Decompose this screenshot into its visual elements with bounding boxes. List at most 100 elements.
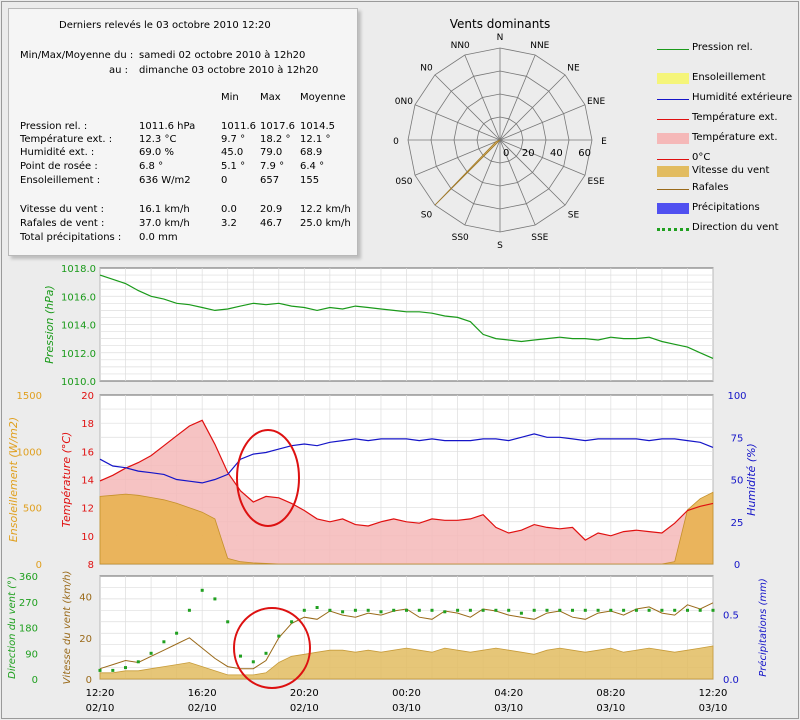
summary-row-max: 1017.6 — [260, 121, 295, 132]
summary-row-current: 1011.6 hPa — [139, 121, 196, 132]
summary-row-current: 37.0 km/h — [139, 218, 190, 229]
legend-swatch — [657, 166, 689, 177]
humidity-tick-label: 25 — [731, 518, 744, 529]
legend-label: Ensoleillement — [692, 72, 766, 83]
rose-direction-label: NE — [567, 64, 580, 74]
range-value-to: dimanche 03 octobre 2010 à 12h20 — [139, 65, 319, 76]
speed-tick-label: 0 — [86, 675, 92, 686]
wind-direction-point — [392, 608, 396, 612]
rose-direction-label: ESE — [588, 177, 605, 187]
rose-spoke — [464, 54, 501, 141]
summary-row-current: 6.8 ° — [139, 161, 164, 172]
wind-direction-point — [545, 608, 549, 612]
wind-direction-point — [456, 608, 460, 612]
solar-area — [99, 491, 714, 565]
direction-tick-label: 360 — [19, 572, 38, 583]
wind-direction-point — [686, 608, 689, 612]
direction-tick-label: 0 — [32, 675, 38, 686]
temperature-tick-label: 8 — [88, 560, 94, 571]
x-tick-time: 12:20 — [86, 688, 115, 699]
summary-row-current: 636 W/m2 — [139, 175, 191, 186]
wind-direction-point — [353, 608, 357, 612]
x-tick-date: 02/10 — [188, 703, 217, 714]
temperature-tick-label: 10 — [81, 532, 94, 543]
wind-direction-point — [226, 620, 230, 624]
direction-tick-label: 180 — [19, 624, 38, 635]
timeseries-charts: 1010.0 1012.0 1014.0 1016.0 1018.0 Pression (… — [7, 264, 769, 714]
solar-tick-label: 0 — [36, 560, 42, 571]
wind-direction-point — [124, 666, 127, 670]
wind-direction-point — [290, 620, 294, 624]
rose-spoke — [499, 139, 566, 206]
x-tick-time: 08:20 — [596, 688, 625, 699]
wind-direction-point — [379, 610, 383, 614]
pressure-tick-label: 1018.0 — [61, 264, 96, 275]
wind-direction-point — [136, 660, 140, 664]
rose-spoke — [414, 104, 501, 141]
summary-row-current: 0.0 mm — [139, 232, 178, 243]
summary-row-max: 18.2 ° — [260, 134, 291, 145]
direction-axis-label: Direction du vent (°) — [7, 576, 18, 679]
legend-label: Humidité extérieure — [692, 92, 793, 103]
legend-label: Vitesse du vent — [692, 165, 770, 176]
legend-swatch — [657, 189, 689, 190]
legend-swatch — [657, 119, 689, 120]
wind-direction-point — [622, 608, 626, 612]
wind-direction-point — [162, 640, 166, 644]
humidity-tick-label: 0 — [734, 560, 740, 571]
rose-spoke — [499, 54, 536, 141]
legend-swatch — [657, 133, 689, 144]
rose-ring-label: 40 — [550, 148, 563, 159]
summary-row-min: 1011.6 — [221, 121, 256, 132]
temperature-axis-label: Température (°C) — [60, 432, 73, 528]
pressure-tick-label: 1016.0 — [61, 292, 96, 303]
summary-title: Derniers relevés le 03 octobre 2010 12:2… — [59, 20, 271, 31]
legend-label: Rafales — [692, 182, 729, 193]
rose-spoke — [499, 104, 586, 141]
rose-spoke — [414, 139, 501, 176]
summary-row-avg: 12.1 ° — [300, 134, 331, 145]
legend-label: Direction du vent — [692, 222, 779, 233]
rose-direction-label: SE — [568, 211, 580, 221]
wind-direction-point — [698, 608, 702, 612]
wind-direction-point — [532, 608, 536, 612]
wind-direction-point — [558, 608, 562, 612]
x-tick-date: 02/10 — [290, 703, 319, 714]
summary-panel: Derniers relevés le 03 octobre 2010 12:2… — [8, 8, 358, 256]
wind-direction-point — [583, 608, 587, 612]
wind-direction-point — [443, 610, 447, 614]
summary-row-min: 0 — [221, 175, 228, 186]
solar-tick-label: 1000 — [17, 447, 42, 458]
rose-direction-label: S0 — [421, 211, 433, 221]
x-tick-date: 03/10 — [494, 703, 523, 714]
rose-direction-label: SS0 — [452, 233, 469, 243]
rose-direction-label: 0N0 — [395, 97, 413, 107]
wind-direction-point — [98, 668, 102, 672]
solar-tick-label: 500 — [23, 504, 42, 515]
legend-swatch — [657, 49, 689, 50]
summary-row-label: Vitesse du vent : — [20, 204, 104, 215]
summary-row-max: 657 — [260, 175, 280, 186]
wind-direction-point — [417, 608, 421, 612]
wind-direction-point — [264, 651, 268, 655]
pressure-tick-label: 1010.0 — [61, 377, 96, 388]
col-header-avg: Moyenne — [300, 92, 346, 103]
summary-row-max: 79.0 — [260, 147, 283, 158]
legend-swatch — [657, 203, 689, 214]
wind-direction-point — [519, 611, 523, 615]
wind-direction-point — [277, 634, 281, 638]
x-tick-date: 03/10 — [699, 703, 728, 714]
wind-direction-point — [481, 608, 485, 612]
wind-direction-point — [571, 608, 574, 612]
rose-spoke — [464, 139, 501, 226]
wind-direction-point — [328, 608, 332, 612]
summary-row-current: 16.1 km/h — [139, 204, 190, 215]
rose-direction-label: 0 — [393, 137, 399, 147]
x-tick-time: 04:20 — [494, 688, 523, 699]
pressure-line — [99, 274, 714, 359]
speed-tick-label: 20 — [79, 634, 92, 645]
x-tick-time: 00:20 — [392, 688, 421, 699]
wind-direction-point — [660, 608, 664, 612]
pressure-tick-label: 1012.0 — [61, 349, 96, 360]
summary-row-max: 20.9 — [260, 204, 283, 215]
